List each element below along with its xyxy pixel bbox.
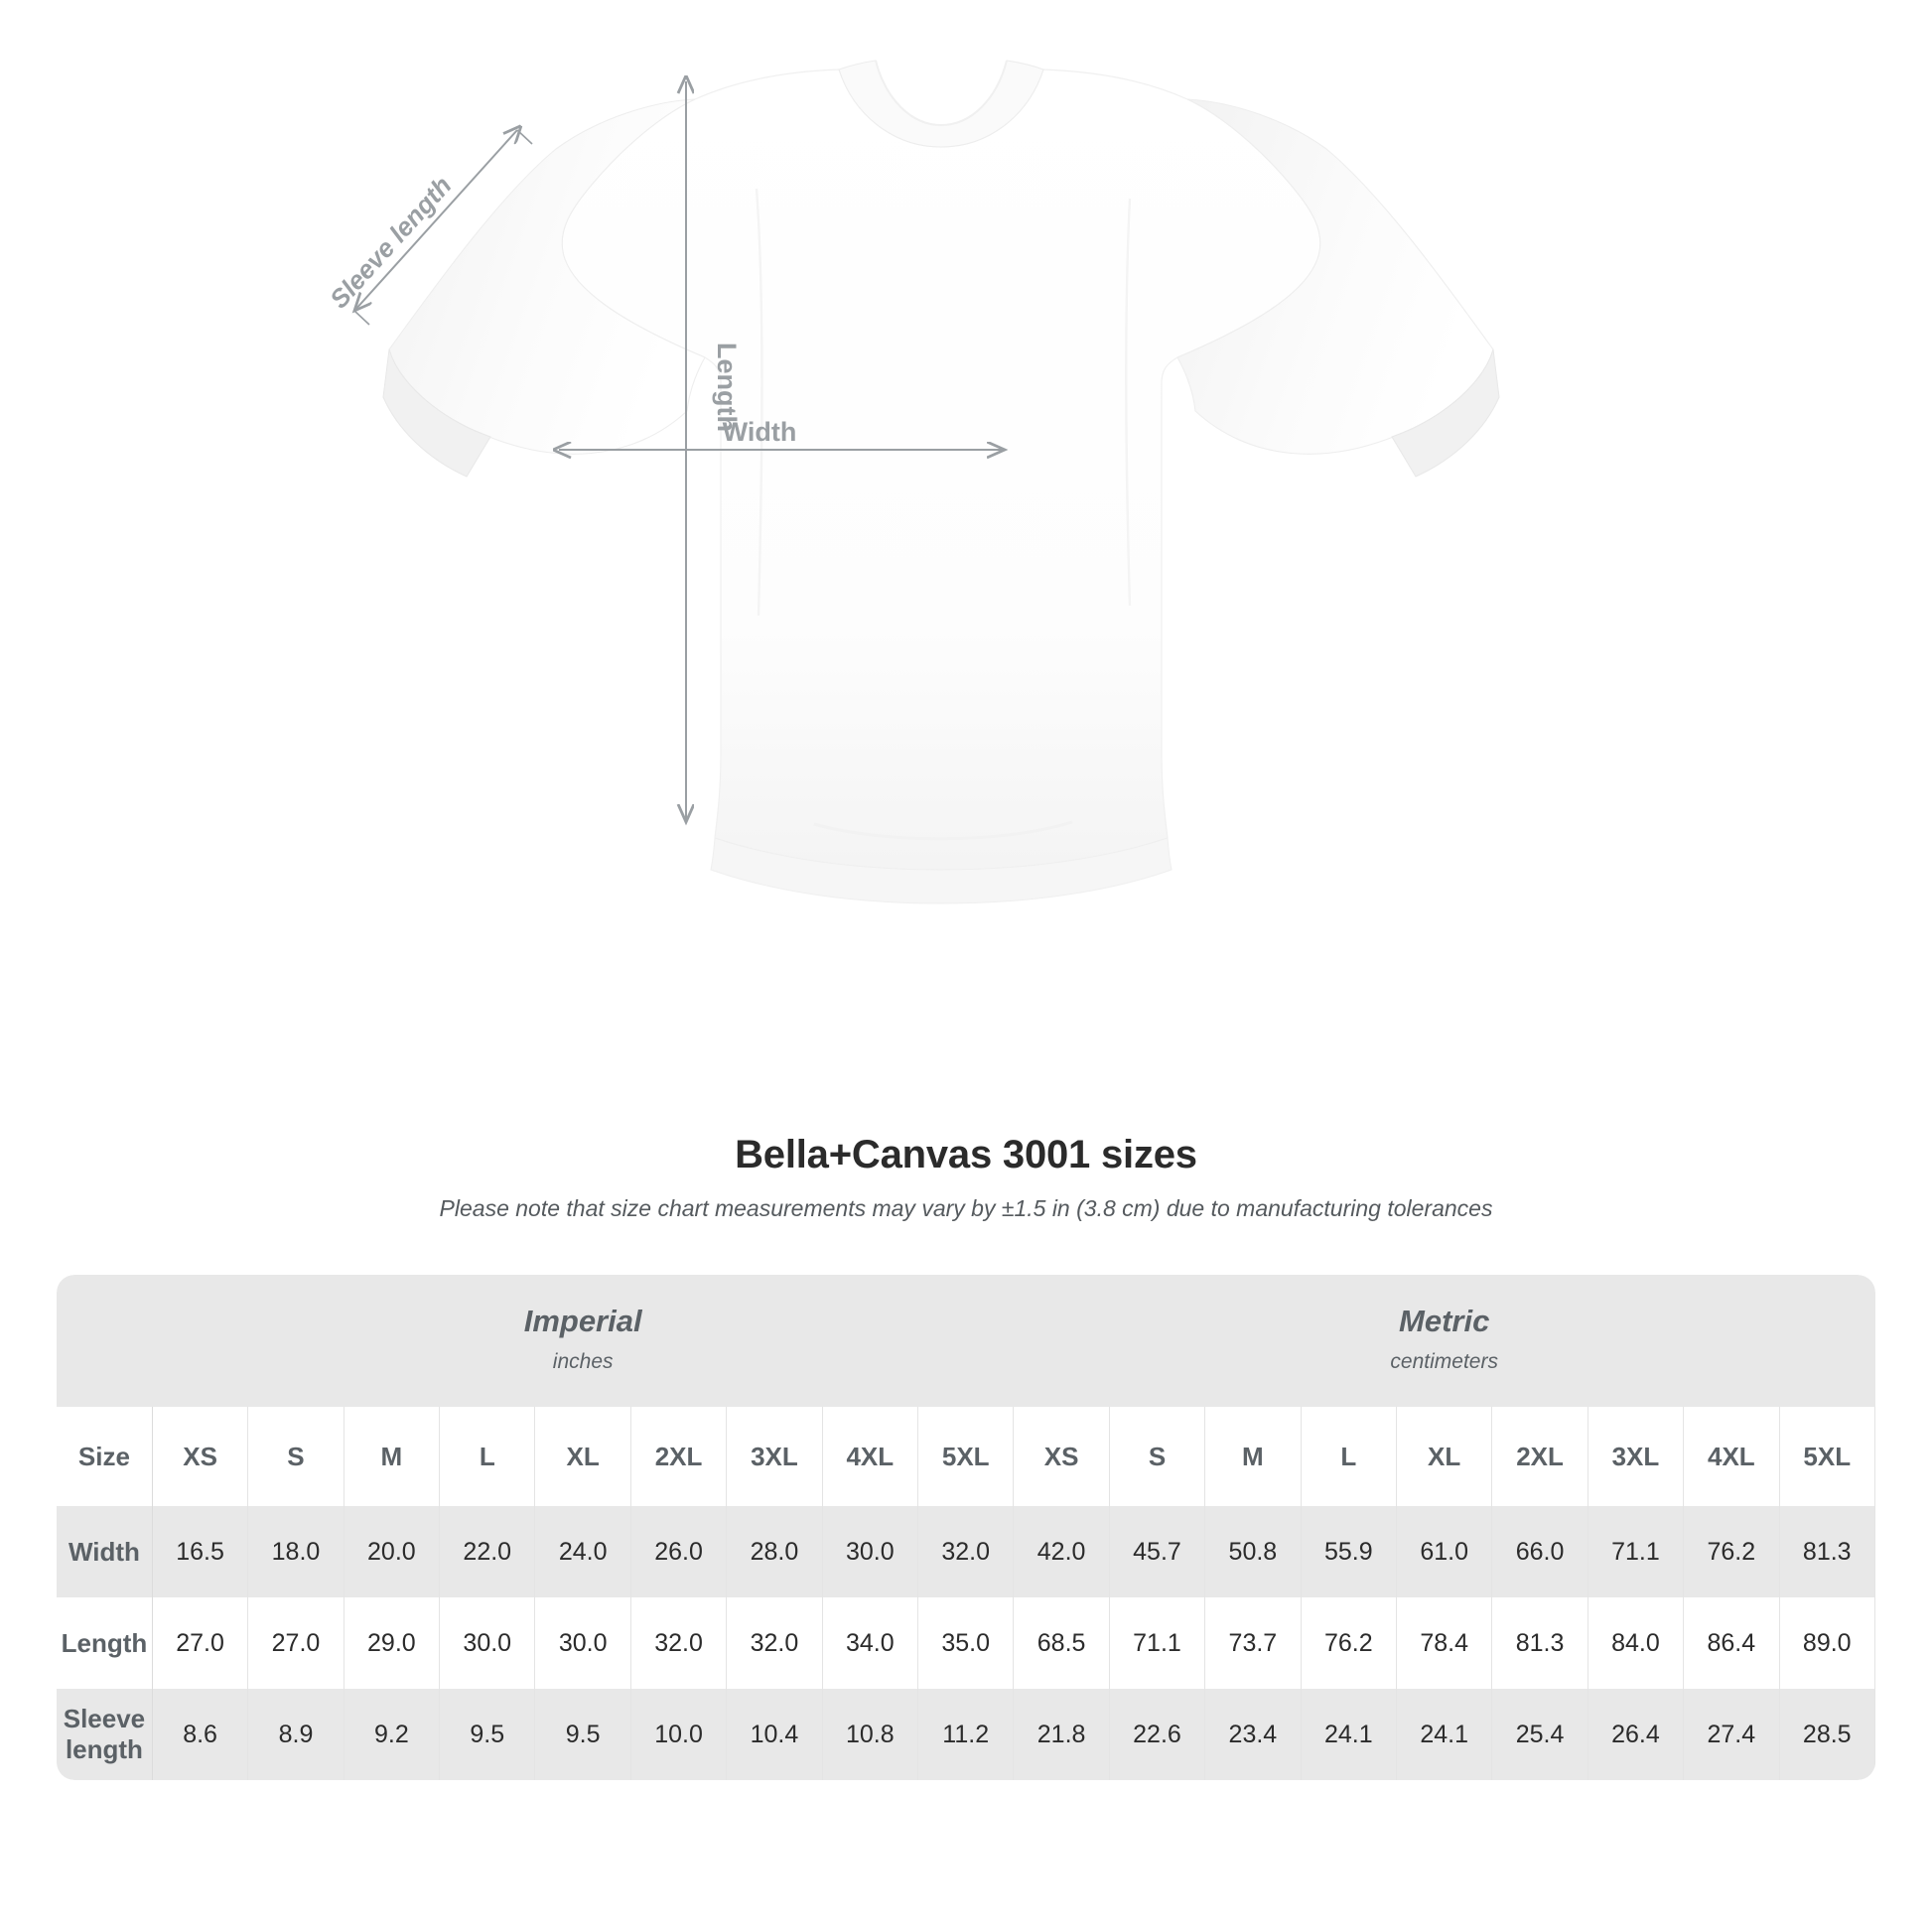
measurement-cell: 24.1 bbox=[1300, 1689, 1397, 1781]
measurement-cell: 11.2 bbox=[917, 1689, 1015, 1781]
size-column-header: 4XL bbox=[821, 1407, 919, 1507]
measurement-cell: 28.0 bbox=[726, 1506, 823, 1598]
size-chart-table: Imperial inches Metric centimeters Size XS S M L… bbox=[57, 1275, 1875, 1781]
size-header-row: Size XS S M L XL 2XL 3XL 4XL 5XL XS S M L XL 2XL 3XL 4XL 5… bbox=[57, 1407, 1875, 1507]
table-row: Length 27.0 27.0 29.0 30.0 30.0 32.0 32.0 34.0 35… bbox=[57, 1597, 1875, 1690]
measurement-cell: 73.7 bbox=[1204, 1597, 1302, 1690]
size-column-header: S bbox=[247, 1407, 345, 1507]
measurement-cell: 16.5 bbox=[151, 1506, 249, 1598]
measurement-cell: 81.3 bbox=[1491, 1597, 1588, 1690]
measurement-cell: 81.3 bbox=[1778, 1506, 1875, 1598]
measurement-cell: 10.8 bbox=[821, 1689, 919, 1781]
measurement-cell: 9.5 bbox=[534, 1689, 631, 1781]
measurement-cell: 25.4 bbox=[1491, 1689, 1588, 1781]
size-column-header: 5XL bbox=[917, 1407, 1015, 1507]
measurement-cell: 26.0 bbox=[629, 1506, 728, 1598]
measurement-cell: 27.0 bbox=[247, 1597, 345, 1690]
tshirt-illustration: Sleeve length Length Width bbox=[324, 60, 1500, 904]
length-label: Length bbox=[712, 343, 742, 432]
measurement-cell: 29.0 bbox=[343, 1597, 441, 1690]
measurement-cell: 32.0 bbox=[726, 1597, 823, 1690]
unit-group-metric: Metric centimeters bbox=[1013, 1275, 1875, 1408]
measurement-cell: 71.1 bbox=[1587, 1506, 1685, 1598]
measurement-cell: 55.9 bbox=[1300, 1506, 1397, 1598]
chart-header: Bella+Canvas 3001 sizes Please note that… bbox=[0, 1132, 1932, 1223]
size-column-header: 3XL bbox=[1587, 1407, 1685, 1507]
unit-group-imperial: Imperial inches bbox=[152, 1275, 1014, 1408]
size-column-header: 2XL bbox=[629, 1407, 728, 1507]
measurement-cell: 30.0 bbox=[821, 1506, 919, 1598]
measurement-cell: 78.4 bbox=[1395, 1597, 1493, 1690]
measurement-row-label: Width bbox=[57, 1506, 153, 1598]
size-column-header: L bbox=[439, 1407, 536, 1507]
measurement-cell: 10.0 bbox=[629, 1689, 728, 1781]
measurement-row-label: Length bbox=[57, 1597, 153, 1690]
size-column-header: XS bbox=[151, 1407, 249, 1507]
unit-group-name: Imperial bbox=[523, 1304, 642, 1338]
tolerance-note: Please note that size chart measurements… bbox=[439, 1195, 1493, 1221]
measurement-cell: 27.4 bbox=[1683, 1689, 1780, 1781]
measurement-cell: 23.4 bbox=[1204, 1689, 1302, 1781]
measurement-cell: 30.0 bbox=[439, 1597, 536, 1690]
size-column-header: 2XL bbox=[1491, 1407, 1588, 1507]
measurement-cell: 71.1 bbox=[1108, 1597, 1206, 1690]
size-column-header: 4XL bbox=[1683, 1407, 1780, 1507]
measurement-cell: 34.0 bbox=[821, 1597, 919, 1690]
measurement-cell: 10.4 bbox=[726, 1689, 823, 1781]
measurement-cell: 22.0 bbox=[439, 1506, 536, 1598]
measurement-cell: 76.2 bbox=[1300, 1597, 1397, 1690]
measurement-cell: 61.0 bbox=[1395, 1506, 1493, 1598]
size-column-header: M bbox=[343, 1407, 441, 1507]
measurement-cell: 8.9 bbox=[247, 1689, 345, 1781]
page-title: Bella+Canvas 3001 sizes bbox=[735, 1133, 1197, 1176]
size-column-header: L bbox=[1300, 1407, 1397, 1507]
measurement-cell: 24.1 bbox=[1395, 1689, 1493, 1781]
measurement-cell: 84.0 bbox=[1587, 1597, 1685, 1690]
size-column-header: M bbox=[1204, 1407, 1302, 1507]
measurement-cell: 32.0 bbox=[917, 1506, 1015, 1598]
size-column-header: S bbox=[1108, 1407, 1206, 1507]
measurement-cell: 89.0 bbox=[1778, 1597, 1875, 1690]
measurement-row-label: Sleeve length bbox=[57, 1689, 153, 1781]
unit-group-row: Imperial inches Metric centimeters bbox=[57, 1275, 1875, 1408]
measurement-cell: 18.0 bbox=[247, 1506, 345, 1598]
table-row: Sleeve length 8.6 8.9 9.2 9.5 9.5 10.0 10.4 10.8… bbox=[57, 1689, 1875, 1781]
size-column-header: XL bbox=[534, 1407, 631, 1507]
measurement-cell: 9.5 bbox=[439, 1689, 536, 1781]
measurement-cell: 32.0 bbox=[629, 1597, 728, 1690]
measurement-cell: 21.8 bbox=[1013, 1689, 1110, 1781]
measurement-cell: 24.0 bbox=[534, 1506, 631, 1598]
measurement-cell: 68.5 bbox=[1013, 1597, 1110, 1690]
size-column-header: XS bbox=[1013, 1407, 1110, 1507]
size-chart-table-container: Imperial inches Metric centimeters Size XS S M L… bbox=[57, 1275, 1875, 1781]
measurement-cell: 50.8 bbox=[1204, 1506, 1302, 1598]
size-column-header: 3XL bbox=[726, 1407, 823, 1507]
unit-row-spacer bbox=[57, 1275, 153, 1408]
measurement-cell: 45.7 bbox=[1108, 1506, 1206, 1598]
table-corner-label: Size bbox=[57, 1407, 153, 1507]
table-row: Width 16.5 18.0 20.0 22.0 24.0 26.0 28.0 30.0 32.… bbox=[57, 1506, 1875, 1598]
measurement-cell: 20.0 bbox=[343, 1506, 441, 1598]
unit-group-name: Metric bbox=[1399, 1304, 1490, 1338]
measurement-cell: 26.4 bbox=[1587, 1689, 1685, 1781]
size-column-header: 5XL bbox=[1778, 1407, 1875, 1507]
width-dimension: Width bbox=[559, 417, 1005, 450]
unit-group-unit: inches bbox=[552, 1350, 614, 1374]
unit-group-unit: centimeters bbox=[1390, 1350, 1498, 1374]
measurement-cell: 27.0 bbox=[151, 1597, 249, 1690]
measurement-cell: 76.2 bbox=[1683, 1506, 1780, 1598]
tshirt-body-shape bbox=[382, 60, 1500, 904]
measurement-cell: 30.0 bbox=[534, 1597, 631, 1690]
width-label: Width bbox=[723, 417, 797, 447]
measurement-cell: 8.6 bbox=[151, 1689, 249, 1781]
measurement-cell: 42.0 bbox=[1013, 1506, 1110, 1598]
size-column-header: XL bbox=[1395, 1407, 1493, 1507]
measurement-cell: 66.0 bbox=[1491, 1506, 1588, 1598]
measurement-cell: 28.5 bbox=[1778, 1689, 1875, 1781]
measurement-cell: 86.4 bbox=[1683, 1597, 1780, 1690]
measurement-cell: 22.6 bbox=[1108, 1689, 1206, 1781]
measurement-cell: 35.0 bbox=[917, 1597, 1015, 1690]
measurement-cell: 9.2 bbox=[343, 1689, 441, 1781]
